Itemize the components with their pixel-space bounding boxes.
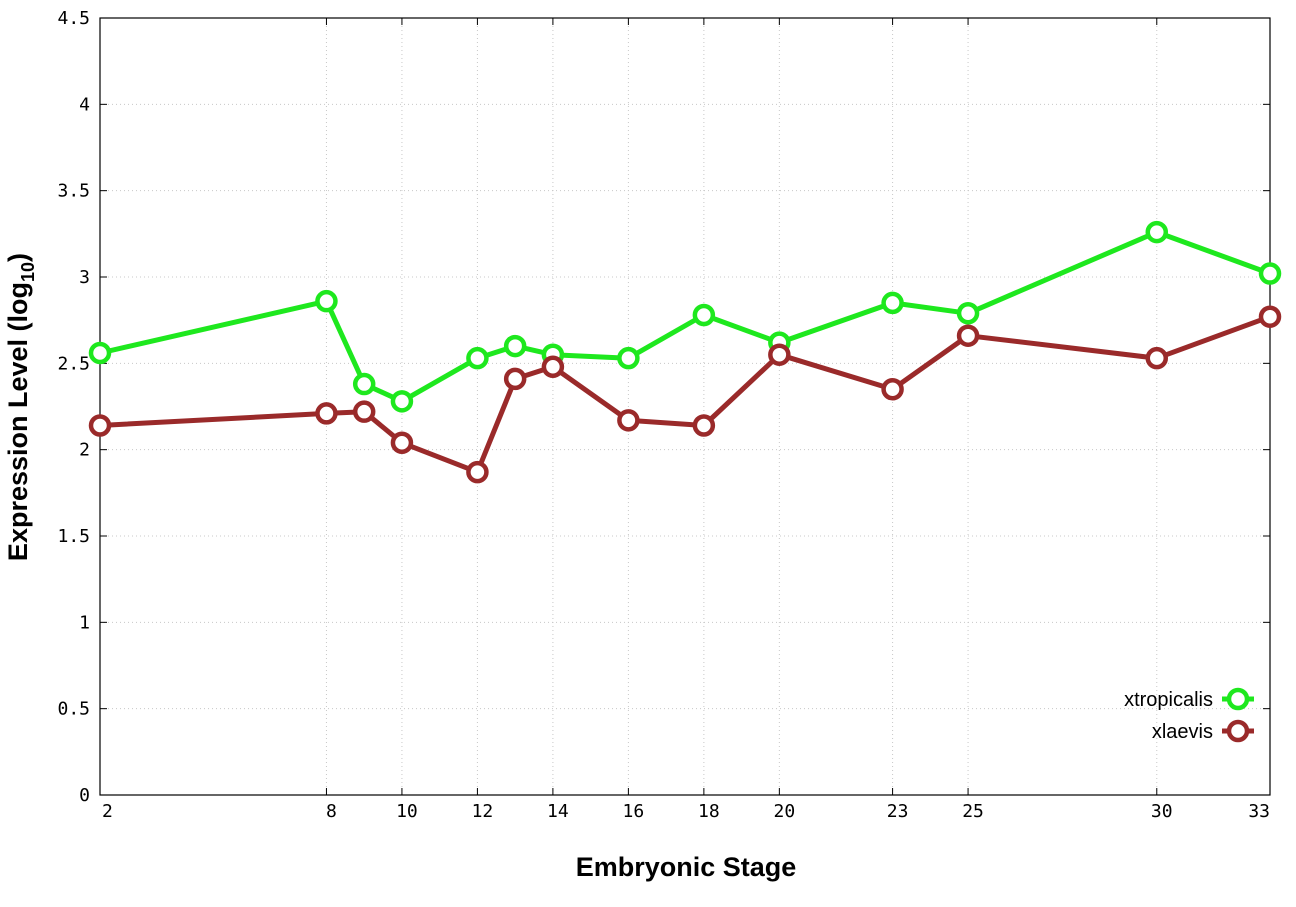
y-tick-label: 2.5 bbox=[57, 353, 90, 374]
y-axis-title-suffix: ) bbox=[3, 253, 33, 262]
x-tick-label: 20 bbox=[774, 801, 796, 822]
y-tick-label: 3.5 bbox=[57, 181, 90, 202]
series-xtropicalis bbox=[88, 220, 1282, 413]
legend-entry-xtropicalis: xtropicalis bbox=[1124, 687, 1254, 711]
x-tick-label: 23 bbox=[887, 801, 909, 822]
y-tick-label: 4 bbox=[79, 94, 90, 115]
x-axis-title: Embryonic Stage bbox=[576, 852, 797, 882]
x-tick-label: 2 bbox=[102, 801, 113, 822]
data-point-xtropicalis bbox=[956, 302, 980, 325]
data-point-xtropicalis bbox=[1258, 262, 1282, 285]
data-point-xlaevis bbox=[352, 400, 376, 423]
x-tick-label: 18 bbox=[698, 801, 720, 822]
x-tick-label: 30 bbox=[1151, 801, 1173, 822]
data-point-xtropicalis bbox=[315, 289, 338, 313]
legend-point-swatch bbox=[1226, 687, 1250, 711]
data-point-xtropicalis bbox=[617, 346, 640, 370]
y-tick-label: 1.5 bbox=[57, 526, 90, 547]
data-point-xtropicalis bbox=[466, 346, 489, 370]
data-point-xlaevis bbox=[541, 355, 565, 379]
data-point-xtropicalis bbox=[692, 303, 716, 327]
y-tick-label: 0.5 bbox=[57, 699, 90, 720]
x-tick-label: 8 bbox=[326, 801, 337, 822]
series-line-xlaevis bbox=[97, 314, 1273, 475]
data-point-xlaevis bbox=[466, 460, 489, 484]
plot-frame bbox=[99, 17, 1271, 796]
data-point-xlaevis bbox=[881, 377, 904, 401]
x-tick-label: 33 bbox=[1248, 801, 1270, 822]
y-axis-ticks: 0 0.5 1 1.5 2 2.5 3 3.5 4 4.5 bbox=[57, 8, 1270, 806]
data-point-xlaevis bbox=[315, 402, 338, 425]
legend: xtropicalis xlaevis bbox=[1124, 687, 1254, 743]
data-point-xlaevis bbox=[1258, 305, 1282, 328]
legend-point-swatch bbox=[1226, 719, 1250, 743]
y-tick-label: 2 bbox=[79, 440, 90, 461]
y-tick-label: 3 bbox=[79, 267, 90, 288]
x-tick-label: 16 bbox=[623, 801, 645, 822]
data-point-xlaevis bbox=[503, 367, 527, 391]
legend-label: xlaevis bbox=[1152, 721, 1213, 743]
series bbox=[88, 220, 1282, 484]
y-tick-label: 4.5 bbox=[57, 8, 90, 29]
y-tick-label: 1 bbox=[79, 612, 90, 633]
y-axis-title-subscript: 10 bbox=[18, 262, 38, 282]
data-point-xlaevis bbox=[956, 324, 980, 347]
data-point-xlaevis bbox=[768, 343, 791, 366]
legend-label: xtropicalis bbox=[1124, 689, 1213, 711]
data-point-xlaevis bbox=[692, 414, 716, 437]
data-point-xlaevis bbox=[617, 409, 640, 432]
legend-entry-xlaevis: xlaevis bbox=[1152, 719, 1254, 743]
y-tick-label: 0 bbox=[79, 785, 90, 806]
series-line-xtropicalis bbox=[97, 229, 1273, 404]
data-point-xlaevis bbox=[390, 431, 414, 455]
x-tick-label: 10 bbox=[396, 801, 418, 822]
series-xlaevis bbox=[88, 305, 1282, 484]
y-axis-title: Expression Level (log10) bbox=[3, 253, 38, 561]
y-axis-title-main: Expression Level (log bbox=[3, 282, 33, 561]
data-point-xtropicalis bbox=[390, 390, 414, 413]
data-point-xtropicalis bbox=[352, 372, 376, 396]
x-tick-label: 25 bbox=[962, 801, 984, 822]
data-point-xtropicalis bbox=[88, 341, 112, 365]
data-point-xtropicalis bbox=[503, 334, 527, 358]
data-point-xlaevis bbox=[1145, 346, 1169, 370]
x-axis-ticks: 2 8 10 12 14 16 18 20 23 25 30 33 bbox=[99, 18, 1271, 822]
data-point-xtropicalis bbox=[1145, 220, 1169, 244]
data-point-xtropicalis bbox=[881, 291, 904, 315]
x-tick-label: 12 bbox=[472, 801, 494, 822]
grid bbox=[100, 18, 1270, 795]
x-tick-label: 14 bbox=[547, 801, 569, 822]
data-point-xlaevis bbox=[88, 414, 112, 437]
